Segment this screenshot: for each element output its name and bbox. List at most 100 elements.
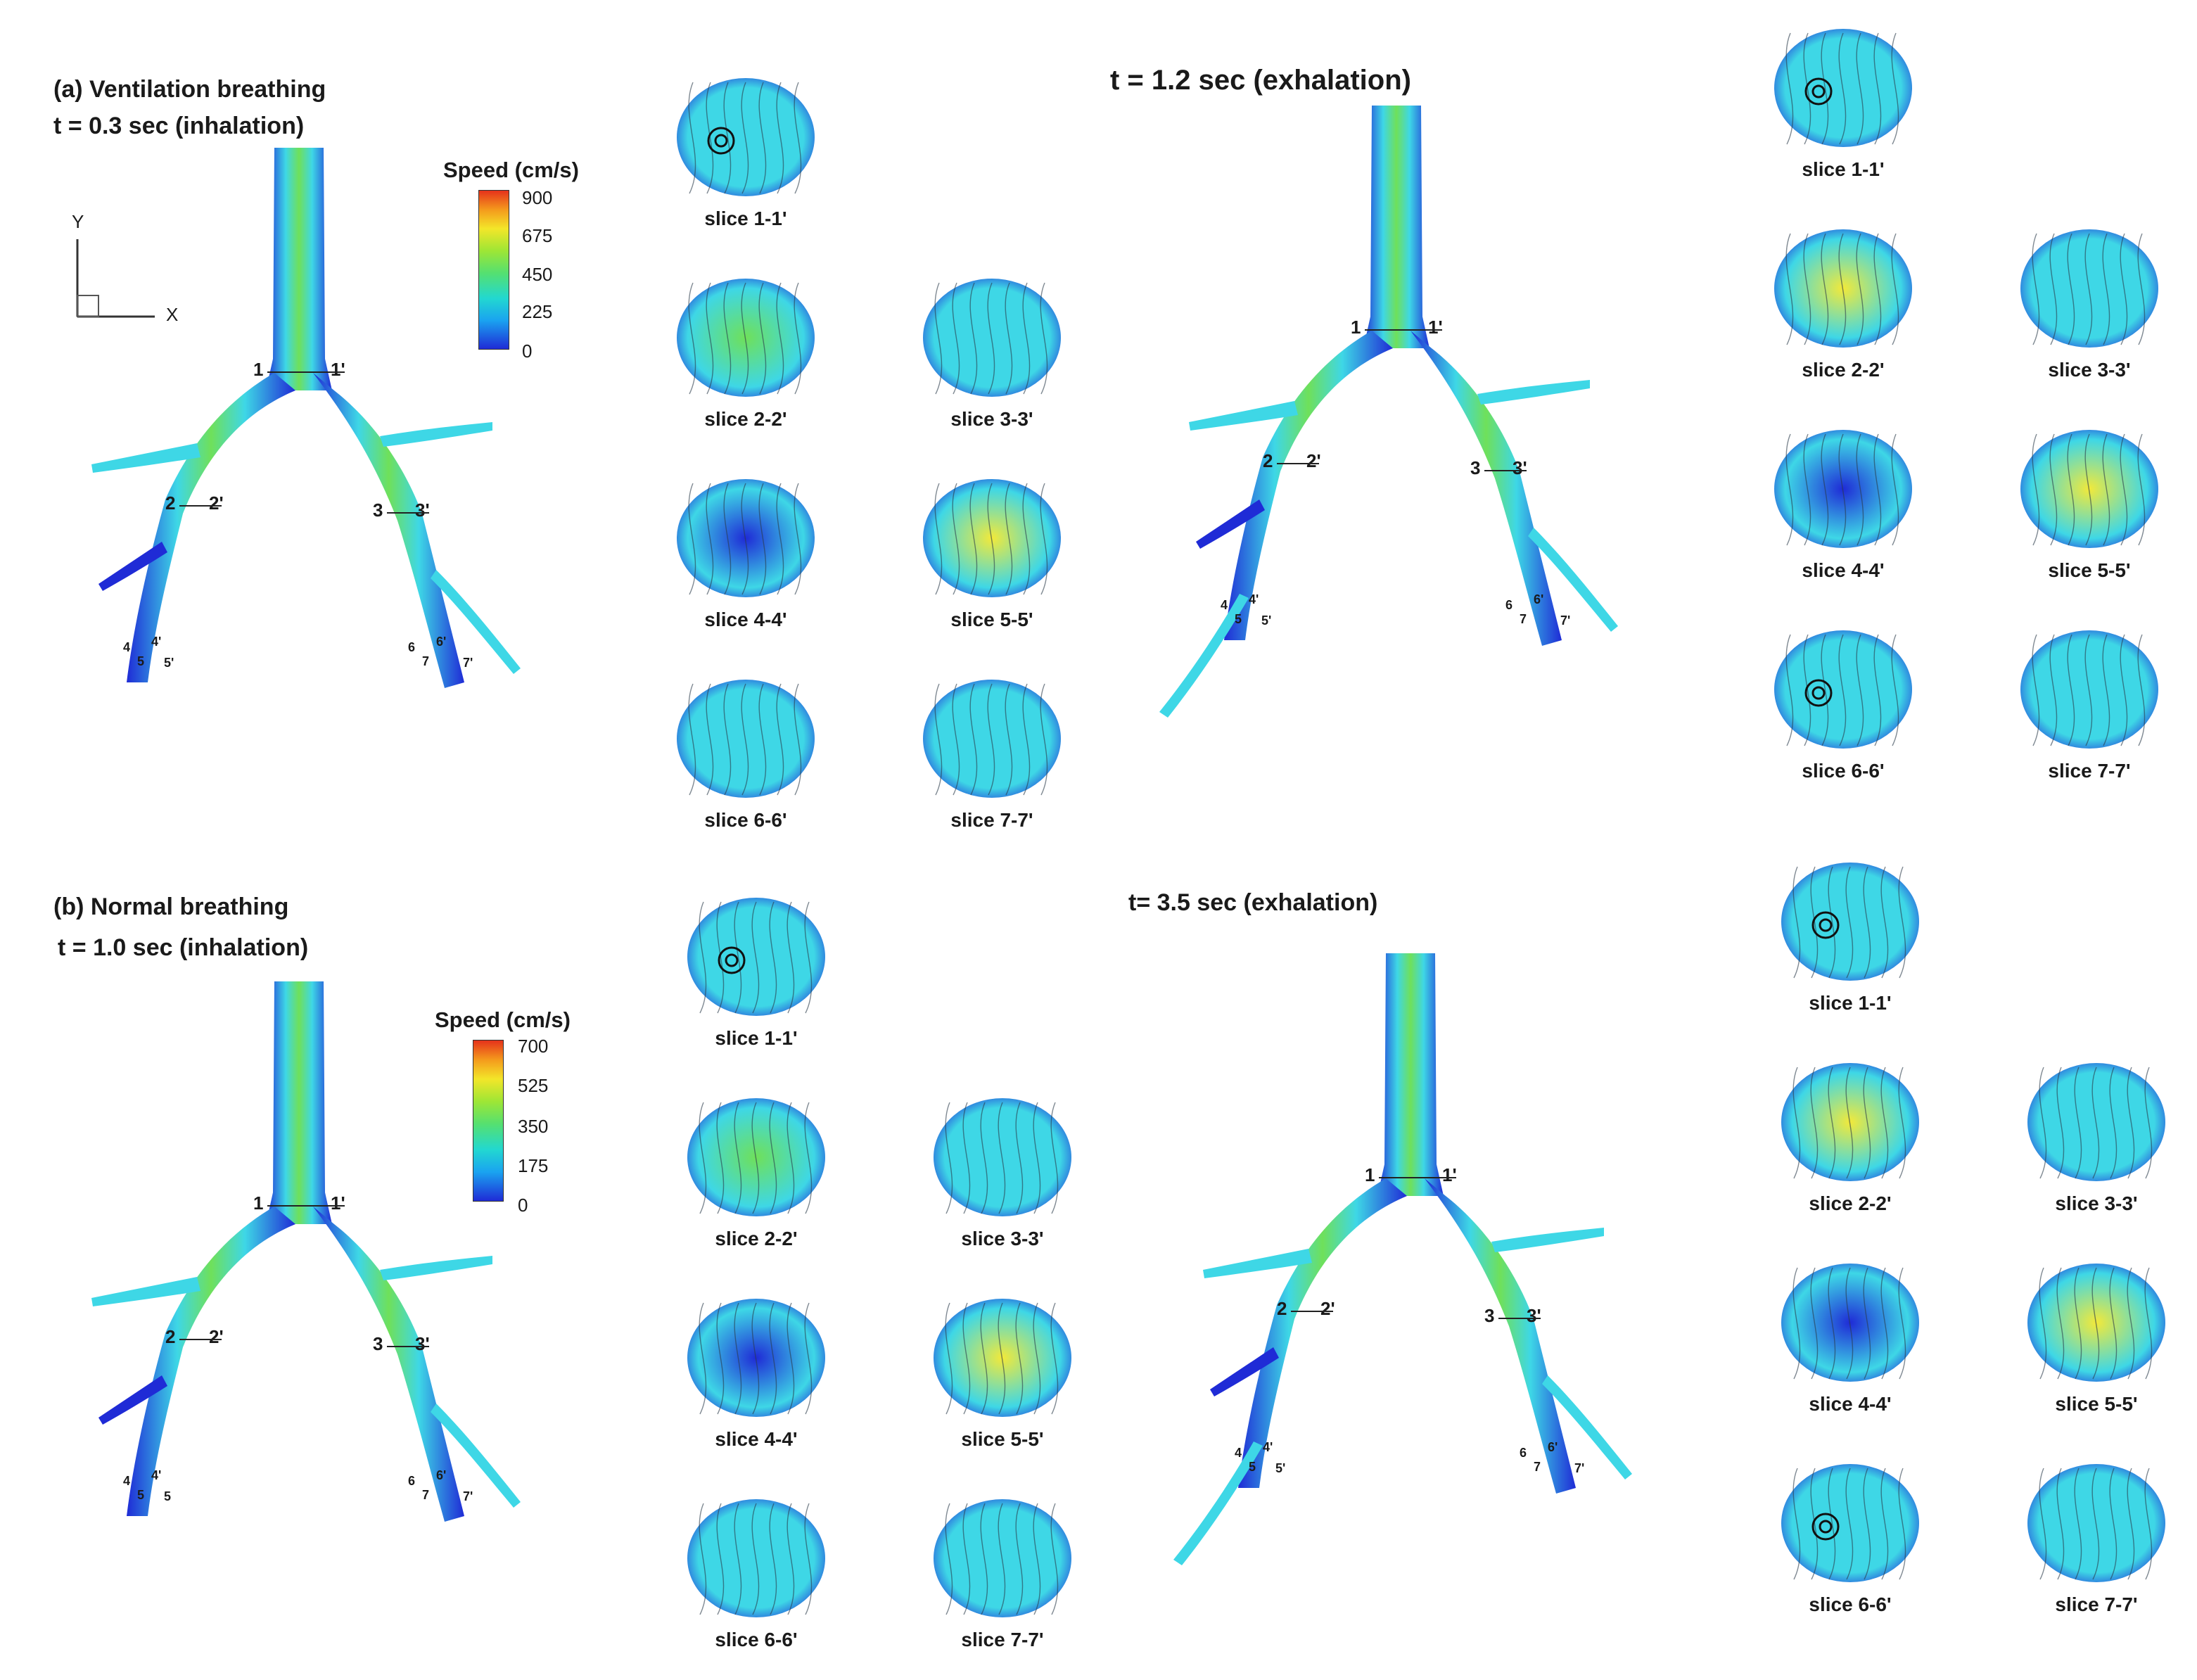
slice-label: slice 5-5' (961, 1428, 1044, 1450)
slice-cross-section (923, 279, 1061, 397)
section-marker: 2 (165, 492, 176, 514)
panel-b-title: (b) Normal breathing (53, 893, 289, 920)
colorbar-a-tick: 450 (522, 264, 553, 285)
section-marker: 1' (1428, 317, 1443, 338)
trachea (266, 981, 332, 1224)
right-lower-branch (431, 570, 521, 674)
section-marker: 3 (1484, 1305, 1495, 1326)
slice-label: slice 7-7' (961, 1629, 1044, 1650)
section-marker: 7 (1534, 1460, 1541, 1474)
slice-label: slice 4-4' (715, 1428, 798, 1450)
slice-cross-section (687, 1098, 825, 1216)
slice-cross-section (1774, 229, 1912, 348)
slice-label: slice 1-1' (1802, 158, 1885, 180)
section-marker: 1' (331, 359, 345, 380)
trachea (1377, 953, 1444, 1196)
panel-b-exhale-time: t= 3.5 sec (exhalation) (1128, 889, 1378, 916)
section-marker: 3 (373, 499, 383, 521)
section-marker: 3 (1470, 457, 1481, 478)
right-lower-branch (431, 1404, 521, 1508)
right-bronchus (1425, 1178, 1576, 1494)
colorbar-b-title: Speed (cm/s) (435, 1007, 571, 1032)
section-marker: 6' (436, 1468, 447, 1482)
right-upper-branch (380, 1256, 492, 1280)
airway-tree-a-inhalation (91, 148, 521, 688)
colorbar-a-tick: 0 (522, 341, 533, 362)
colorbar-b-tick: 350 (518, 1116, 549, 1137)
slice-cross-section (677, 479, 815, 597)
panel-a-inhale-time: t = 0.3 sec (inhalation) (53, 113, 305, 139)
left-distal-branch (1159, 594, 1249, 718)
y-axis-label: Y (72, 211, 84, 232)
section-marker: 2 (1277, 1298, 1287, 1319)
section-marker: 4 (1235, 1446, 1242, 1460)
section-marker: 3 (373, 1333, 383, 1354)
section-marker: 4' (151, 635, 162, 649)
x-axis-label: X (166, 304, 179, 325)
panel-a-exhale-time: t = 1.2 sec (exhalation) (1110, 65, 1411, 96)
trachea (266, 148, 332, 390)
left-bronchus (127, 373, 295, 682)
colorbar-b-tick: 525 (518, 1075, 549, 1096)
section-marker: 4' (1249, 592, 1259, 606)
section-marker: 5 (1249, 1460, 1256, 1474)
slice-cross-section (923, 479, 1061, 597)
right-lower-branch (1542, 1375, 1632, 1479)
section-marker: 3' (1513, 457, 1527, 478)
slice-cross-section (2020, 229, 2158, 348)
section-marker: 4 (123, 640, 131, 654)
slice-label: slice 5-5' (2048, 559, 2131, 581)
panel-a-title: (a) Ventilation breathing (53, 76, 326, 103)
slice-cross-section (677, 279, 815, 397)
right-bronchus (1410, 331, 1562, 646)
colorbar-b-tick: 175 (518, 1155, 549, 1176)
section-marker: 1 (253, 1192, 264, 1214)
section-marker: 6 (1505, 598, 1513, 612)
slice-label: slice 6-6' (715, 1629, 798, 1650)
slice-cross-section (687, 1499, 825, 1617)
left-lower-branch (98, 1375, 167, 1425)
slice-label: slice 5-5' (2055, 1393, 2138, 1415)
section-marker: 2' (209, 1326, 224, 1347)
slice-cross-section (687, 1299, 825, 1417)
panel-b-inhale-time: t = 1.0 sec (inhalation) (58, 934, 309, 961)
section-marker: 7' (463, 1489, 473, 1503)
cut-line (1379, 1177, 1456, 1178)
right-upper-branch (1477, 380, 1590, 405)
slice-label: slice 3-3' (950, 408, 1033, 430)
cut-line (1277, 463, 1319, 464)
slice-label: slice 1-1' (1809, 992, 1892, 1014)
slice-label: slice 2-2' (1809, 1192, 1892, 1214)
section-marker: 2' (1320, 1298, 1335, 1319)
slice-cross-section (923, 680, 1061, 798)
section-marker: 1 (253, 359, 264, 380)
slice-label: slice 7-7' (950, 809, 1033, 831)
cut-line (1365, 329, 1442, 331)
slice-label: slice 2-2' (715, 1228, 798, 1249)
section-marker: 5' (1275, 1461, 1286, 1475)
section-marker: 7 (1520, 612, 1527, 626)
section-marker: 3' (415, 1333, 430, 1354)
section-marker: 7 (422, 1488, 430, 1502)
cut-line (1484, 470, 1527, 471)
section-marker: 2 (1263, 450, 1273, 471)
slice-label: slice 3-3' (2055, 1192, 2138, 1214)
cut-line (387, 1346, 429, 1347)
slice-cross-section (934, 1499, 1071, 1617)
slice-label: slice 6-6' (1802, 760, 1885, 782)
slice-cross-section (2027, 1464, 2165, 1582)
airway-tree-b-exhalation (1173, 953, 1632, 1565)
coordinate-axes: Y X (70, 211, 178, 325)
section-marker: 6 (408, 640, 416, 654)
left-distal-branch (1173, 1442, 1263, 1565)
section-marker: 1 (1351, 317, 1361, 338)
section-marker: 3' (1527, 1305, 1541, 1326)
cut-line (1498, 1318, 1541, 1319)
cut-line (179, 505, 222, 507)
section-marker: 4' (1263, 1440, 1273, 1454)
colorbar-b (473, 1040, 504, 1202)
slice-cross-section (2027, 1264, 2165, 1382)
slice-cross-section (677, 680, 815, 798)
slice-label: slice 3-3' (2048, 359, 2131, 381)
slice-cross-section (677, 78, 815, 196)
